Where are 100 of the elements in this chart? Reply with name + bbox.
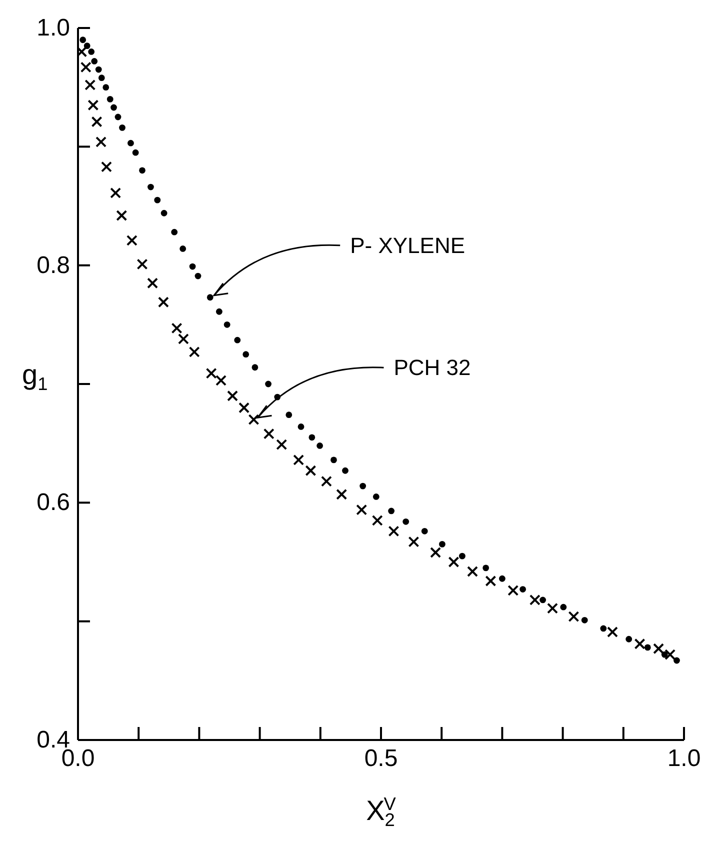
point (160, 210, 168, 216)
point (126, 234, 138, 246)
point (148, 184, 154, 190)
point (206, 294, 214, 301)
point (147, 278, 158, 289)
point (626, 636, 632, 642)
point (91, 58, 98, 64)
point (110, 187, 122, 198)
y-tick-label: 0.8 (36, 252, 70, 279)
point (388, 526, 400, 537)
point (114, 114, 122, 120)
point (188, 346, 200, 358)
point (100, 161, 112, 172)
point (132, 149, 139, 156)
point (388, 508, 394, 514)
point (227, 390, 238, 402)
point (224, 321, 230, 328)
point (430, 547, 442, 558)
x-tick-label: 1.0 (667, 745, 701, 772)
point (84, 42, 90, 49)
point (356, 504, 368, 516)
point (467, 566, 478, 577)
point (96, 136, 107, 148)
point (568, 611, 580, 622)
point (158, 296, 169, 308)
point (600, 625, 607, 632)
point (298, 424, 304, 430)
point (459, 552, 466, 560)
point (439, 541, 446, 548)
point (408, 536, 420, 548)
point (91, 116, 102, 128)
point (238, 402, 250, 414)
point (206, 368, 217, 379)
point (84, 79, 96, 90)
point (136, 258, 148, 270)
point (110, 104, 117, 111)
point (485, 575, 496, 586)
point (529, 594, 540, 606)
point (128, 140, 134, 146)
point (560, 604, 567, 610)
point (88, 48, 95, 55)
point (252, 364, 258, 371)
point (508, 584, 519, 596)
point (499, 575, 506, 582)
point (342, 467, 348, 474)
point (293, 454, 304, 466)
point (171, 322, 182, 334)
point (606, 626, 618, 638)
point (330, 456, 337, 464)
point (286, 412, 292, 418)
point (171, 228, 178, 236)
point (80, 62, 92, 73)
point (234, 336, 241, 344)
point (320, 476, 332, 487)
point (482, 564, 490, 572)
point (95, 66, 102, 73)
point (674, 657, 680, 664)
point (421, 528, 428, 534)
point (305, 465, 316, 476)
point (194, 272, 202, 280)
y-tick-label: 1.0 (36, 14, 70, 42)
point (372, 514, 383, 526)
point (336, 488, 348, 500)
point (360, 482, 366, 490)
y-tick-label: 0.6 (36, 489, 70, 516)
point (178, 333, 189, 344)
point (216, 374, 227, 386)
point (139, 167, 146, 174)
point (154, 196, 161, 204)
point (634, 638, 646, 650)
point (644, 644, 651, 651)
point (98, 74, 105, 82)
point (106, 96, 114, 102)
annotation: P- XYLENE (350, 232, 466, 258)
point (520, 586, 526, 592)
point (664, 649, 676, 660)
point (189, 263, 196, 270)
point (276, 439, 288, 450)
x-tick-label: 0.5 (364, 745, 398, 772)
point (216, 308, 222, 315)
point (265, 380, 272, 388)
point (448, 556, 460, 568)
point (180, 246, 186, 252)
point (308, 434, 316, 441)
point (88, 100, 99, 111)
point (581, 616, 588, 624)
point (372, 494, 380, 500)
point (316, 442, 323, 449)
point (402, 518, 410, 525)
point (119, 124, 126, 131)
point (547, 602, 558, 614)
point (540, 596, 546, 604)
point (263, 428, 274, 440)
point (80, 36, 86, 44)
point (653, 643, 664, 654)
y-axis-title: g$_{1}$ (22, 359, 48, 394)
annotation: PCH 32 (394, 355, 471, 380)
point (102, 84, 110, 91)
point (116, 210, 128, 221)
point (242, 351, 250, 358)
